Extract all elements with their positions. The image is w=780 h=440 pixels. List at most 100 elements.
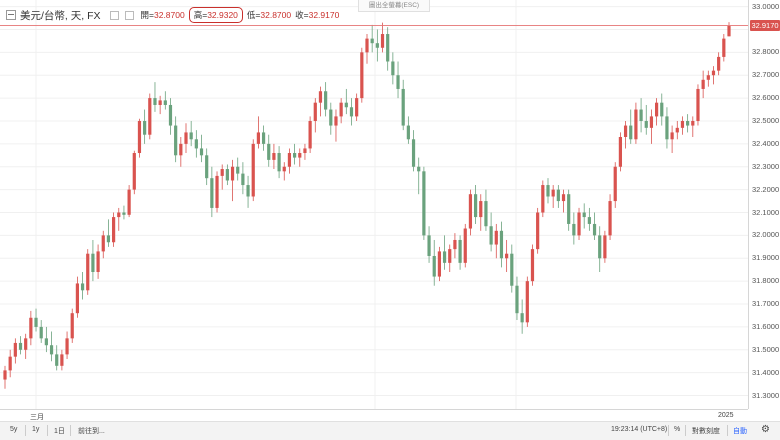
candle-body — [618, 137, 623, 167]
candle-body — [391, 61, 395, 76]
range-5y-button[interactable]: 5y — [10, 426, 18, 433]
candle-body — [324, 91, 328, 110]
candle-body — [515, 285, 519, 314]
candle-body — [256, 132, 261, 144]
goto-date-button[interactable]: 前往到... — [78, 428, 105, 435]
candle-body — [318, 91, 323, 103]
candle-body — [608, 201, 612, 236]
last-price-label: 32.9170 — [750, 20, 780, 32]
candle-body — [194, 139, 198, 149]
low-readout: 低=32.8700 — [246, 10, 292, 20]
time-axis[interactable]: 三月 2025 — [0, 409, 748, 422]
candle-body — [111, 217, 116, 243]
candle-body — [494, 230, 498, 245]
range-1d-button[interactable]: 1日 — [54, 428, 65, 435]
log-scale-button[interactable]: 對數刻度 — [692, 428, 720, 435]
candle-body — [727, 25, 731, 37]
candle-body — [329, 109, 333, 126]
chart-area[interactable] — [0, 0, 748, 409]
candle-body — [246, 185, 250, 197]
candle-body — [380, 34, 385, 48]
candle-body — [629, 125, 633, 140]
candle-body — [499, 230, 504, 259]
candle-body — [468, 194, 473, 229]
candle-body — [365, 38, 369, 53]
close-readout: 收=32.9170 — [295, 10, 340, 20]
candle-body — [680, 120, 685, 128]
price-tick-label: 32.5000 — [752, 115, 780, 125]
settings-box-icon[interactable] — [109, 10, 119, 20]
hide-box-icon[interactable] — [124, 10, 134, 20]
candle-body — [303, 148, 307, 154]
candle-body — [236, 166, 240, 174]
candle-body — [536, 212, 540, 250]
candle-body — [546, 185, 550, 197]
candle-body — [39, 326, 43, 339]
candle-body — [349, 107, 354, 117]
candle-body — [489, 226, 493, 245]
candle-body — [355, 98, 359, 117]
candle-body — [722, 38, 726, 57]
price-tick-label: 33.0000 — [752, 1, 780, 11]
candle-body — [3, 370, 7, 380]
candle-body — [613, 166, 617, 202]
candle-body — [148, 98, 152, 135]
candle-body — [225, 169, 229, 181]
candle-body — [189, 132, 193, 140]
candle-body — [339, 102, 343, 117]
candle-body — [13, 342, 17, 357]
time-label-2025: 2025 — [718, 412, 734, 419]
candle-body — [292, 153, 297, 158]
candle-body — [479, 201, 483, 218]
candle-body — [158, 100, 162, 105]
candle-body — [634, 109, 638, 140]
candlestick-chart[interactable] — [0, 0, 748, 409]
candle-body — [711, 70, 716, 76]
candle-body — [282, 166, 286, 172]
candle-body — [267, 143, 271, 160]
candle-body — [525, 281, 529, 323]
candle-body — [437, 251, 442, 277]
collapse-icon[interactable] — [6, 10, 16, 20]
price-axis[interactable]: 33.000032.900032.800032.700032.600032.50… — [748, 0, 780, 409]
candle-body — [344, 102, 348, 108]
candle-body — [572, 223, 576, 236]
candle-body — [65, 338, 69, 355]
candle-body — [577, 212, 581, 236]
price-tick-label: 32.6000 — [752, 93, 780, 103]
candle-body — [29, 317, 33, 339]
candle-body — [70, 313, 74, 339]
candle-body — [370, 38, 374, 44]
percent-scale-button[interactable]: % — [674, 426, 681, 433]
price-tick-label: 32.4000 — [752, 138, 780, 148]
price-tick-label: 31.5000 — [752, 344, 780, 354]
candle-body — [360, 52, 364, 99]
candle-body — [463, 228, 467, 263]
candle-body — [660, 102, 664, 117]
candle-body — [567, 194, 571, 224]
candle-body — [220, 169, 224, 176]
legend: 美元/台幣, 天, FX 開=32.8700 高=32.9320 低=32.87… — [6, 7, 340, 23]
candle-body — [18, 342, 23, 350]
candle-body — [401, 88, 405, 126]
candle-body — [117, 212, 121, 218]
candle-body — [75, 283, 80, 314]
candle-body — [530, 249, 535, 282]
candle-body — [174, 125, 178, 156]
auto-scale-button[interactable]: 自動 — [733, 428, 747, 435]
gear-icon[interactable]: ⚙ — [761, 424, 770, 435]
price-tick-label: 31.8000 — [752, 276, 780, 286]
range-1y-button[interactable]: 1y — [32, 426, 40, 433]
open-readout: 開=32.8700 — [140, 10, 185, 20]
candle-body — [510, 253, 514, 286]
candle-body — [556, 189, 560, 202]
candle-body — [215, 175, 219, 208]
candle-body — [587, 217, 591, 224]
candle-body — [91, 253, 95, 272]
candle-body — [298, 153, 302, 158]
candle-body — [598, 235, 602, 259]
price-tick-label: 31.6000 — [752, 321, 780, 331]
high-readout: 高=32.9320 — [188, 7, 243, 23]
candle-body — [49, 345, 54, 355]
candle-body — [210, 178, 214, 208]
